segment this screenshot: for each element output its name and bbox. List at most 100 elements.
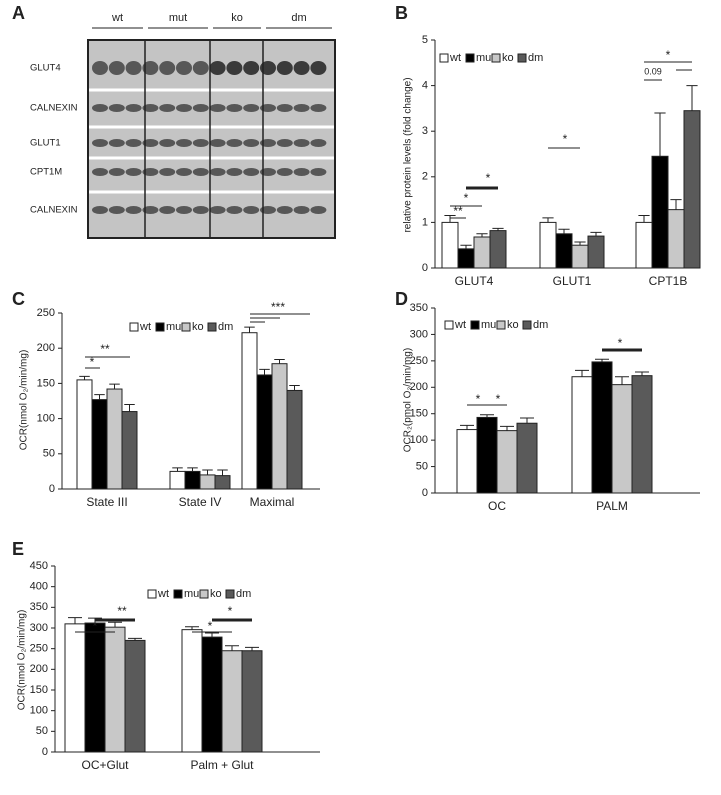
panel-label: B — [395, 3, 408, 23]
panel-label: D — [395, 289, 408, 309]
band — [293, 168, 310, 176]
legend-label: wt — [139, 321, 151, 333]
x-tick-label: GLUT4 — [455, 274, 494, 288]
annotation: ** — [453, 204, 463, 218]
bar — [64, 623, 86, 753]
error-bar — [686, 85, 698, 111]
band — [276, 206, 293, 214]
legend-swatch — [199, 589, 209, 599]
y-tick-label: 50 — [43, 448, 55, 460]
bar — [106, 388, 123, 490]
band — [192, 61, 209, 75]
band — [142, 104, 159, 112]
legend-swatch — [522, 320, 532, 330]
band — [142, 168, 159, 176]
bar — [286, 389, 303, 490]
y-tick-label: 2 — [422, 171, 428, 183]
band — [108, 61, 125, 75]
error-bar — [670, 199, 682, 210]
legend-label: wt — [454, 319, 466, 331]
legend-label: wt — [157, 588, 169, 600]
bar — [651, 155, 669, 269]
y-tick-label: 0 — [422, 487, 428, 499]
bar — [241, 650, 263, 753]
y-tick-label: 100 — [30, 705, 48, 717]
y-axis-title: OCR(nmol O₂/min/mg) — [19, 350, 30, 451]
bar — [611, 384, 633, 494]
x-tick-label: State IV — [179, 495, 222, 509]
legend-label: ko — [210, 588, 222, 600]
bar — [516, 422, 538, 494]
band — [293, 104, 310, 112]
y-tick-label: 150 — [37, 377, 55, 389]
band — [276, 139, 293, 147]
band — [243, 61, 260, 75]
x-tick-label: OC — [488, 499, 506, 513]
band — [176, 139, 192, 147]
error-bar — [635, 371, 649, 376]
band — [142, 61, 159, 75]
band — [92, 168, 108, 176]
y-tick-label: 300 — [30, 622, 48, 634]
band — [176, 168, 192, 176]
bar — [169, 470, 186, 490]
x-tick-label: Maximal — [250, 495, 295, 509]
error-bar — [558, 228, 570, 234]
annotation: ** — [100, 342, 110, 356]
legend-swatch — [129, 322, 139, 332]
error-bar — [444, 215, 456, 223]
legend-label: dm — [528, 52, 543, 64]
band — [243, 168, 260, 176]
error-bar — [259, 368, 270, 375]
band — [226, 206, 243, 214]
error-bar — [128, 637, 142, 641]
bar — [555, 233, 573, 269]
row-label: CALNEXIN — [30, 103, 78, 114]
band — [125, 168, 142, 176]
error-bar — [542, 217, 554, 223]
legend-label: mut — [476, 52, 494, 64]
panel-label: C — [12, 289, 25, 309]
error-bar — [185, 626, 199, 630]
y-tick-label: 4 — [422, 80, 428, 92]
band — [176, 206, 192, 214]
bar — [201, 636, 223, 753]
y-tick-label: 0 — [42, 746, 48, 758]
bar — [104, 626, 126, 753]
band — [276, 168, 293, 176]
annotation: * — [90, 355, 95, 369]
y-tick-label: 450 — [30, 560, 48, 572]
y-tick-label: 0 — [49, 483, 55, 495]
band — [293, 206, 310, 214]
legend-swatch — [470, 320, 480, 330]
error-bar — [615, 376, 629, 385]
bar — [84, 622, 106, 753]
annotation: * — [464, 191, 469, 205]
band — [260, 168, 276, 176]
legend-label: ko — [192, 321, 204, 333]
band — [192, 139, 209, 147]
annotation: * — [93, 619, 98, 633]
error-bar — [289, 385, 300, 391]
legend-swatch — [155, 322, 165, 332]
y-tick-label: 350 — [30, 601, 48, 613]
error-bar — [68, 617, 82, 624]
x-tick-label: PALM — [596, 499, 628, 513]
y-tick-label: 50 — [416, 460, 428, 472]
lane-label: wt — [111, 12, 123, 24]
legend-label: dm — [533, 319, 548, 331]
lane-label: dm — [291, 12, 306, 24]
y-tick-label: 200 — [37, 342, 55, 354]
band — [310, 104, 327, 112]
band — [192, 168, 209, 176]
annotation: * — [666, 48, 671, 62]
bar — [456, 429, 478, 494]
band — [159, 139, 176, 147]
band — [276, 104, 293, 112]
annotation: *** — [271, 300, 285, 314]
y-tick-label: 5 — [422, 34, 428, 46]
row-label: CPT1M — [30, 167, 62, 178]
error-bar — [109, 383, 120, 390]
y-tick-label: 300 — [410, 328, 428, 340]
band — [310, 61, 327, 75]
